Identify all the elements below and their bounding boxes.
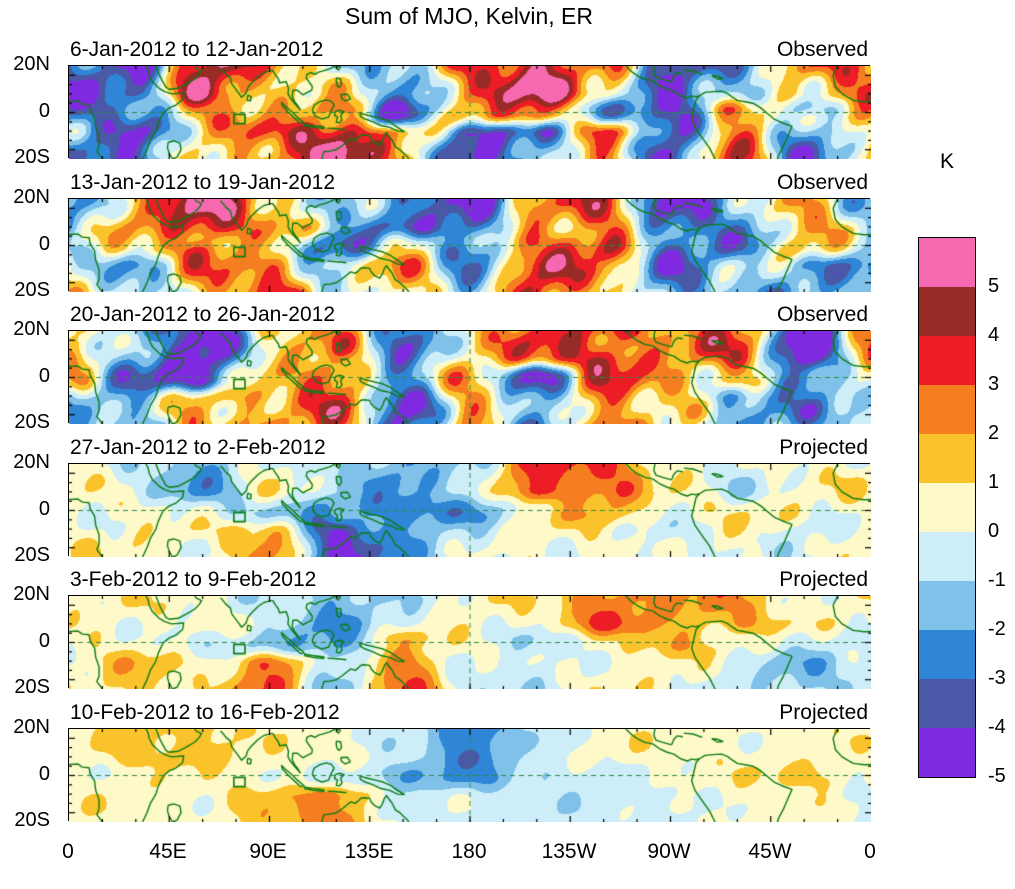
colorbar-tick: -3 — [988, 667, 1006, 689]
y-tick-0: 0 — [38, 100, 50, 122]
map-panel-2: 13-Jan-2012 to 19-Jan-2012 Observed 20N … — [0, 171, 1015, 301]
colorbar-tick: 1 — [988, 471, 1000, 493]
colorbar-swatch — [919, 385, 975, 434]
y-tick-0: 0 — [38, 763, 50, 785]
colorbar-swatch — [919, 581, 975, 630]
x-tick-45w: 45W — [748, 840, 792, 863]
panel-date-range: 3-Feb-2012 to 9-Feb-2012 — [70, 568, 317, 591]
y-tick-20s: 20S — [14, 676, 50, 698]
map-panel-4: 27-Jan-2012 to 2-Feb-2012 Projected 20N … — [0, 436, 1015, 566]
y-tick-20s: 20S — [14, 809, 50, 831]
panel-5-header: 3-Feb-2012 to 9-Feb-2012 Projected — [68, 565, 870, 593]
map-panel-5: 3-Feb-2012 to 9-Feb-2012 Projected 20N 0… — [0, 568, 1015, 698]
map-frame — [68, 330, 871, 424]
y-tick-20n: 20N — [13, 451, 50, 473]
map-frame — [68, 65, 871, 159]
x-tick-135w: 135W — [541, 840, 597, 863]
x-axis: 0 45E 90E 135E 180 135W 90W 45W 0 — [0, 840, 1015, 872]
y-tick-0: 0 — [38, 365, 50, 387]
y-tick-20s: 20S — [14, 544, 50, 566]
contour-map-canvas — [69, 331, 871, 424]
colorbar-swatch — [919, 728, 975, 777]
colorbar-swatches — [918, 237, 976, 778]
map-panel-6: 10-Feb-2012 to 16-Feb-2012 Projected 20N… — [0, 701, 1015, 831]
panel-1-header: 6-Jan-2012 to 12-Jan-2012 Observed — [68, 35, 870, 63]
colorbar-unit-label: K — [939, 150, 954, 173]
map-frame — [68, 595, 871, 689]
panel-date-range: 27-Jan-2012 to 2-Feb-2012 — [70, 436, 326, 459]
map-panel-3: 20-Jan-2012 to 26-Jan-2012 Observed 20N … — [0, 303, 1015, 433]
panel-date-range: 13-Jan-2012 to 19-Jan-2012 — [70, 171, 336, 194]
colorbar-swatch — [919, 679, 975, 728]
y-axis-labels: 20N 0 20S — [0, 318, 58, 433]
map-frame — [68, 728, 871, 822]
panel-status: Observed — [776, 38, 868, 61]
colorbar-tick: 5 — [988, 275, 1000, 297]
y-axis-labels: 20N 0 20S — [0, 451, 58, 566]
panel-status: Observed — [776, 303, 868, 326]
panel-status: Projected — [779, 436, 868, 459]
colorbar-tick: 0 — [988, 520, 1000, 542]
colorbar-tick: 3 — [988, 373, 1000, 395]
panel-3-header: 20-Jan-2012 to 26-Jan-2012 Observed — [68, 300, 870, 328]
colorbar-swatch — [919, 336, 975, 385]
colorbar-swatch — [919, 287, 975, 336]
x-tick-0: 0 — [62, 840, 74, 863]
contour-map-canvas — [69, 596, 871, 689]
x-tick-90e: 90E — [249, 840, 287, 863]
y-tick-0: 0 — [38, 233, 50, 255]
map-frame — [68, 463, 871, 557]
y-tick-20n: 20N — [13, 716, 50, 738]
colorbar-swatch — [919, 630, 975, 679]
y-axis-labels: 20N 0 20S — [0, 716, 58, 831]
x-tick-90w: 90W — [647, 840, 691, 863]
colorbar-swatch — [919, 434, 975, 483]
x-tick-135e: 135E — [344, 840, 394, 863]
y-axis-labels: 20N 0 20S — [0, 186, 58, 301]
colorbar-swatch — [919, 483, 975, 532]
panel-status: Projected — [779, 701, 868, 724]
y-tick-20n: 20N — [13, 318, 50, 340]
y-tick-0: 0 — [38, 498, 50, 520]
panel-status: Observed — [776, 171, 868, 194]
y-axis-labels: 20N 0 20S — [0, 53, 58, 168]
y-tick-0: 0 — [38, 630, 50, 652]
x-tick-180: 180 — [451, 840, 487, 863]
x-tick-45e: 45E — [149, 840, 187, 863]
colorbar: K 5 4 3 2 1 0 -1 -2 -3 -4 -5 — [918, 150, 1015, 850]
colorbar-swatch — [919, 532, 975, 581]
panel-status: Projected — [779, 568, 868, 591]
colorbar-tick: -5 — [988, 765, 1006, 787]
panel-2-header: 13-Jan-2012 to 19-Jan-2012 Observed — [68, 168, 870, 196]
contour-map-canvas — [69, 199, 871, 292]
y-tick-20n: 20N — [13, 583, 50, 605]
x-tick-360: 0 — [864, 840, 876, 863]
y-tick-20s: 20S — [14, 279, 50, 301]
y-tick-20s: 20S — [14, 411, 50, 433]
panel-date-range: 10-Feb-2012 to 16-Feb-2012 — [70, 701, 340, 724]
panel-date-range: 6-Jan-2012 to 12-Jan-2012 — [70, 38, 324, 61]
contour-map-canvas — [69, 464, 871, 557]
panel-date-range: 20-Jan-2012 to 26-Jan-2012 — [70, 303, 336, 326]
contour-map-canvas — [69, 66, 871, 159]
colorbar-tick: 4 — [988, 324, 1000, 346]
colorbar-swatch — [919, 238, 975, 287]
y-axis-labels: 20N 0 20S — [0, 583, 58, 698]
colorbar-tick: -4 — [988, 716, 1006, 738]
contour-map-canvas — [69, 729, 871, 822]
y-tick-20n: 20N — [13, 53, 50, 75]
panel-4-header: 27-Jan-2012 to 2-Feb-2012 Projected — [68, 433, 870, 461]
colorbar-tick: -1 — [988, 569, 1006, 591]
figure-title: Sum of MJO, Kelvin, ER — [345, 3, 593, 29]
colorbar-tick: -2 — [988, 618, 1006, 640]
map-frame — [68, 198, 871, 292]
y-tick-20n: 20N — [13, 186, 50, 208]
panel-6-header: 10-Feb-2012 to 16-Feb-2012 Projected — [68, 698, 870, 726]
map-panel-1: 6-Jan-2012 to 12-Jan-2012 Observed 20N 0… — [0, 38, 1015, 168]
y-tick-20s: 20S — [14, 146, 50, 168]
colorbar-tick: 2 — [988, 422, 1000, 444]
